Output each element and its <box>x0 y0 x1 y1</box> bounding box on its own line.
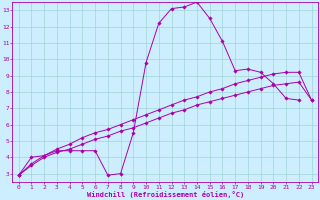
X-axis label: Windchill (Refroidissement éolien,°C): Windchill (Refroidissement éolien,°C) <box>86 191 244 198</box>
